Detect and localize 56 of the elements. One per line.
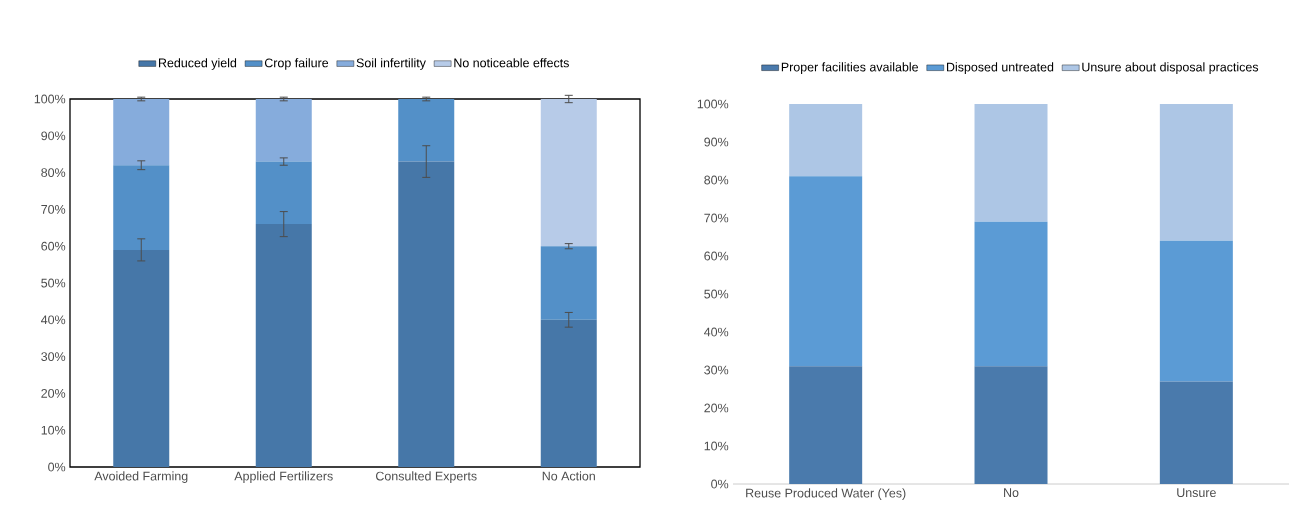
bar xyxy=(113,249,170,467)
legend-label: No noticeable effects xyxy=(454,58,569,68)
bar xyxy=(113,165,170,250)
y-tick-label: 50% xyxy=(704,289,729,299)
bar xyxy=(255,224,312,467)
y-tick-label: 60% xyxy=(704,251,729,261)
bar xyxy=(974,366,1048,484)
bar xyxy=(540,319,597,467)
y-tick-label: 100% xyxy=(34,94,66,104)
legend-label: Reduced yield xyxy=(159,58,237,70)
bar xyxy=(789,104,863,177)
bar xyxy=(974,104,1048,222)
y-tick-label: 10% xyxy=(41,425,66,435)
y-tick-label: 40% xyxy=(704,327,729,337)
y-tick-label: 30% xyxy=(41,352,66,362)
legend-label: Disposed untreated xyxy=(947,62,1054,74)
x-tick-label: Avoided Farming xyxy=(94,471,188,483)
bar xyxy=(540,246,597,320)
y-tick-label: 40% xyxy=(41,315,66,325)
legend-label: Unsure about disposal practices xyxy=(1082,62,1259,74)
bar xyxy=(789,176,863,367)
y-tick-label: 20% xyxy=(704,403,729,413)
bar xyxy=(113,99,170,166)
bar xyxy=(398,99,455,162)
y-tick-label: 0% xyxy=(48,462,66,472)
bar xyxy=(1159,240,1233,382)
y-tick-label: 90% xyxy=(41,131,66,141)
bar xyxy=(1159,104,1233,241)
bar xyxy=(1159,381,1233,484)
x-tick-label: Reuse Produced Water (Yes) xyxy=(746,488,906,500)
bar xyxy=(255,161,312,225)
x-tick-label: No xyxy=(1004,488,1019,498)
bar xyxy=(540,99,597,247)
y-tick-label: 80% xyxy=(41,168,66,178)
x-tick-label: Applied Fertilizers xyxy=(234,471,333,483)
x-tick-label: Consulted Experts xyxy=(376,471,477,483)
y-tick-label: 90% xyxy=(704,137,729,147)
y-tick-label: 60% xyxy=(41,241,66,251)
y-tick-label: 0% xyxy=(711,479,729,489)
x-tick-label: No Action xyxy=(542,471,595,481)
legend-label: Crop failure xyxy=(264,58,329,70)
bar xyxy=(974,221,1048,367)
y-tick-label: 70% xyxy=(41,205,66,214)
x-tick-label: Unsure xyxy=(1177,488,1216,498)
legend-label: Proper facilities available xyxy=(781,62,918,74)
y-tick-label: 10% xyxy=(704,441,729,451)
bar xyxy=(789,366,863,484)
y-tick-label: 100% xyxy=(697,99,729,109)
y-tick-label: 30% xyxy=(704,365,729,375)
y-tick-label: 70% xyxy=(704,213,729,223)
bar xyxy=(255,99,312,162)
bar xyxy=(398,161,455,467)
y-tick-label: 20% xyxy=(41,389,66,398)
legend-label: Soil infertility xyxy=(356,58,426,70)
y-tick-label: 50% xyxy=(41,278,66,288)
y-tick-label: 80% xyxy=(704,175,729,185)
